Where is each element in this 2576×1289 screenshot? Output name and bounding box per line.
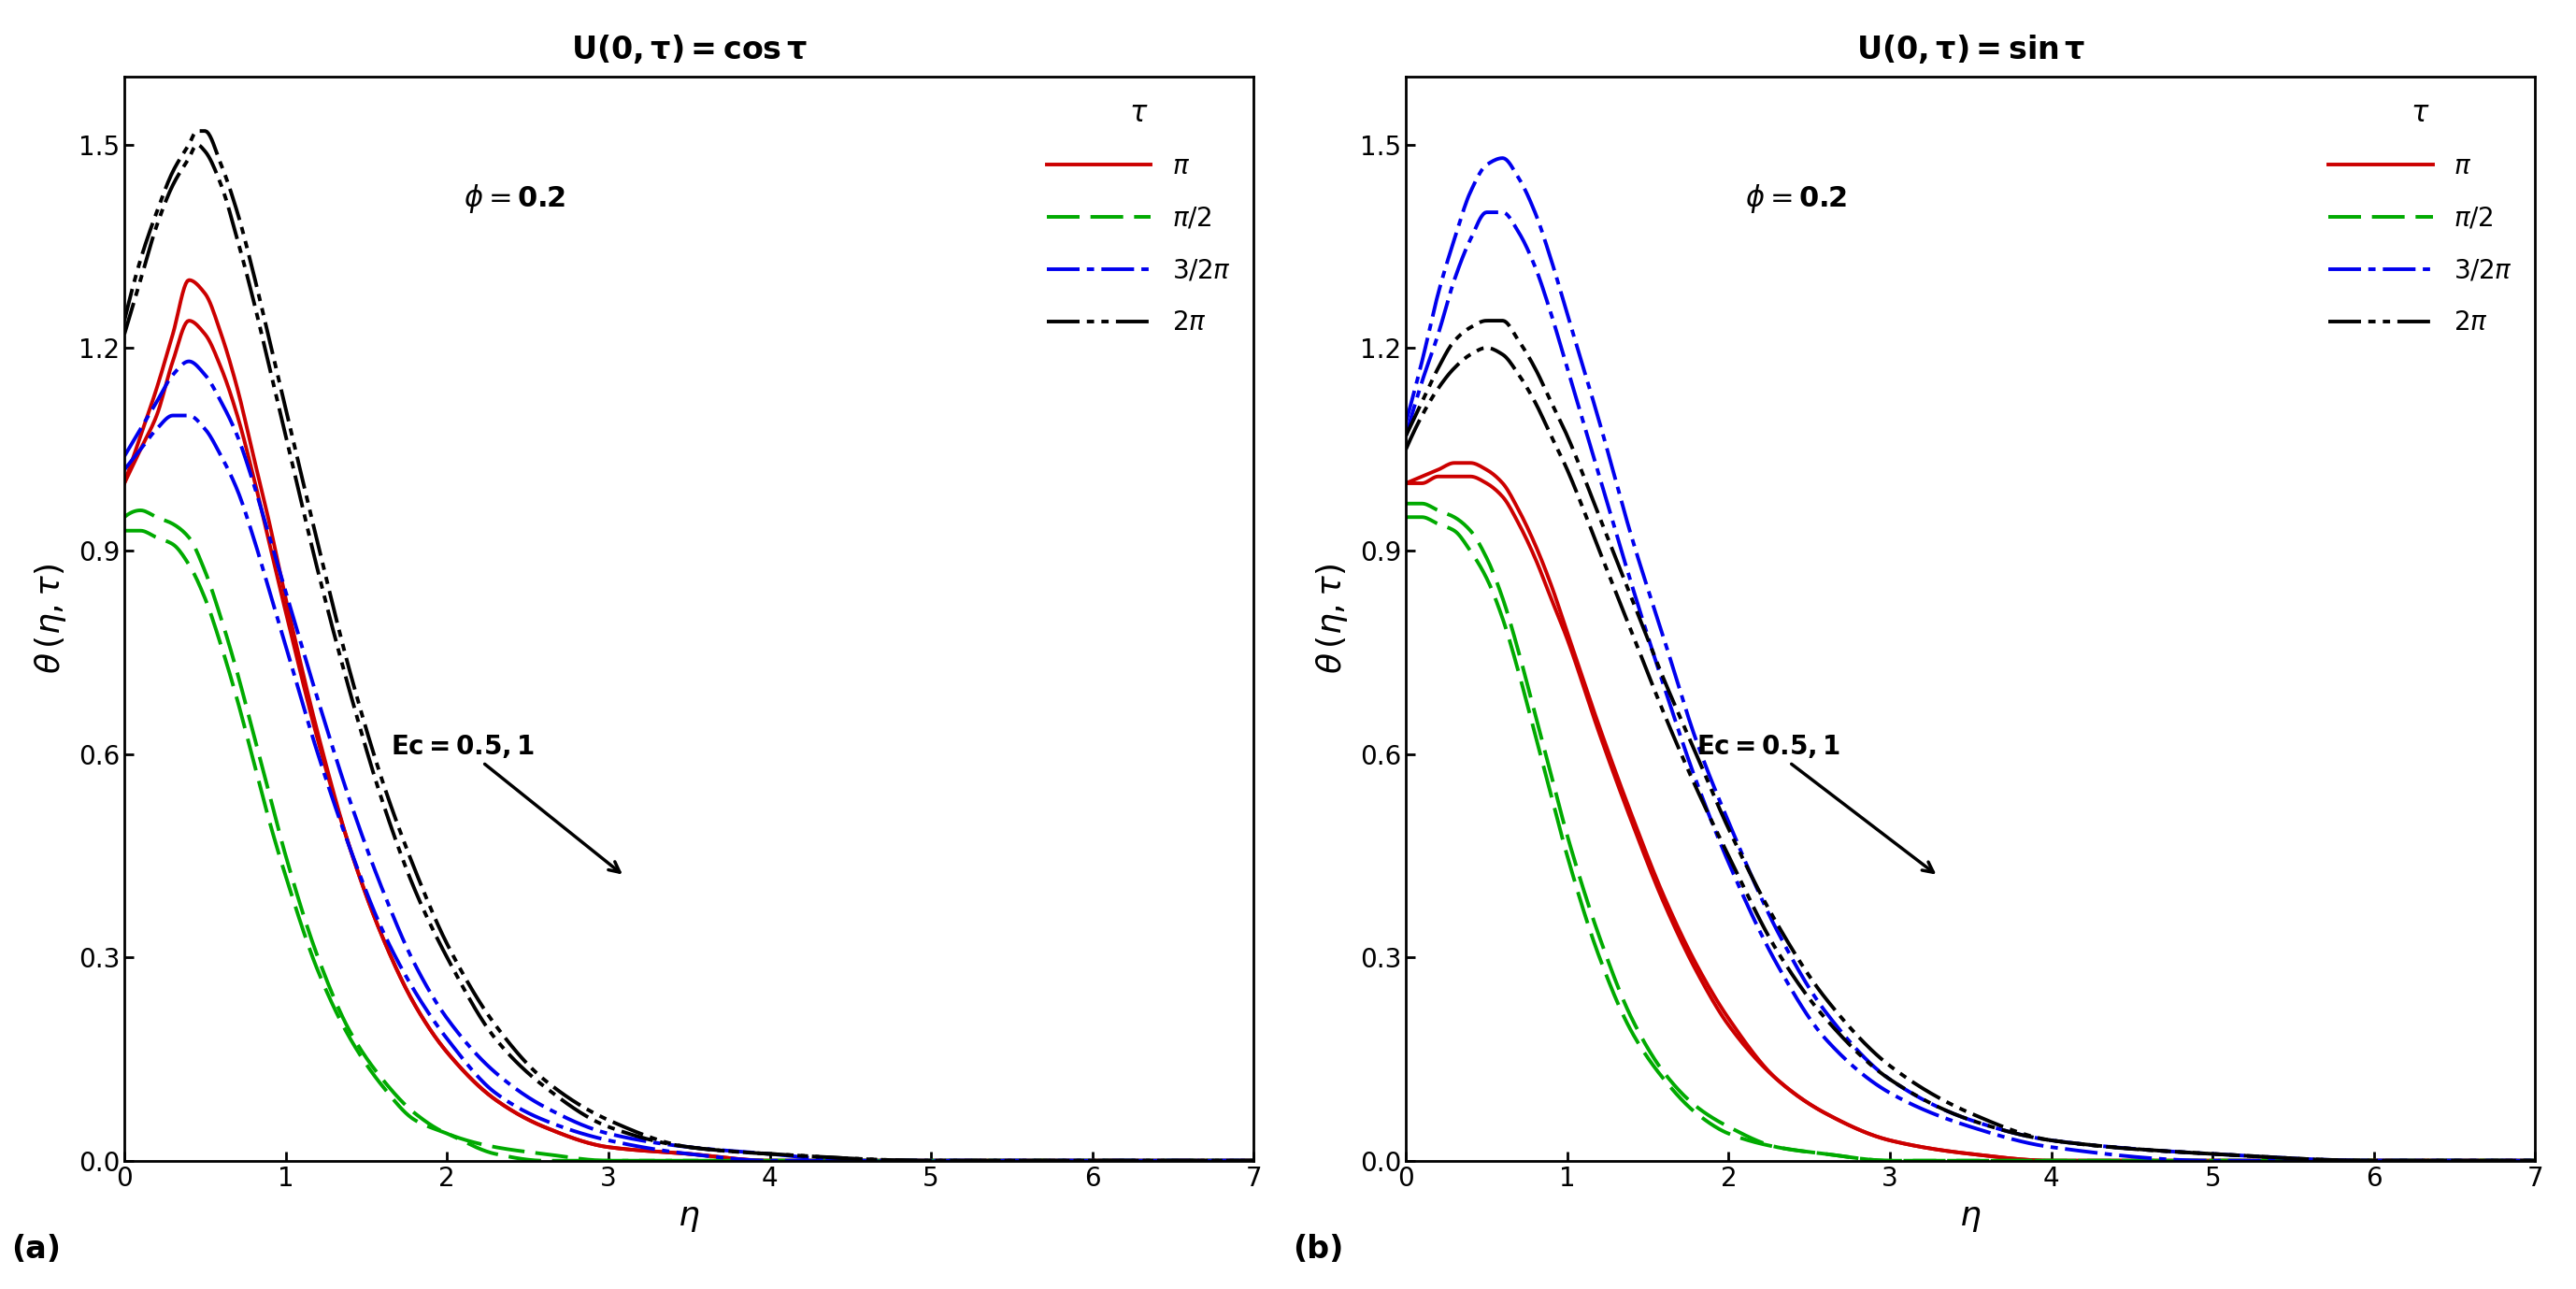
Text: $\phi = \mathbf{0.2}$: $\phi = \mathbf{0.2}$: [1744, 183, 1847, 215]
Y-axis label: $\theta\,(\eta,\tau)$: $\theta\,(\eta,\tau)$: [33, 563, 67, 674]
Text: (a): (a): [10, 1234, 62, 1265]
Title: $\mathbf{U(0,\tau) = sin\,\tau}$: $\mathbf{U(0,\tau) = sin\,\tau}$: [1855, 32, 2084, 66]
Text: $\mathbf{Ec = 0.5, 1}$: $\mathbf{Ec = 0.5, 1}$: [1698, 732, 1935, 873]
Text: (b): (b): [1293, 1234, 1345, 1265]
X-axis label: $\eta$: $\eta$: [1960, 1201, 1981, 1234]
Legend: $\pi$, $\pi/2$, $3/2\pi$, $2\pi$: $\pi$, $\pi/2$, $3/2\pi$, $2\pi$: [1036, 90, 1242, 347]
Y-axis label: $\theta\,(\eta,\tau)$: $\theta\,(\eta,\tau)$: [1314, 563, 1350, 674]
Title: $\mathbf{U(0,\tau) = cos\,\tau}$: $\mathbf{U(0,\tau) = cos\,\tau}$: [572, 32, 806, 66]
Legend: $\pi$, $\pi/2$, $3/2\pi$, $2\pi$: $\pi$, $\pi/2$, $3/2\pi$, $2\pi$: [2318, 90, 2522, 347]
Text: $\mathbf{Ec = 0.5, 1}$: $\mathbf{Ec = 0.5, 1}$: [392, 732, 621, 873]
X-axis label: $\eta$: $\eta$: [677, 1201, 701, 1234]
Text: $\phi = \mathbf{0.2}$: $\phi = \mathbf{0.2}$: [464, 183, 567, 215]
